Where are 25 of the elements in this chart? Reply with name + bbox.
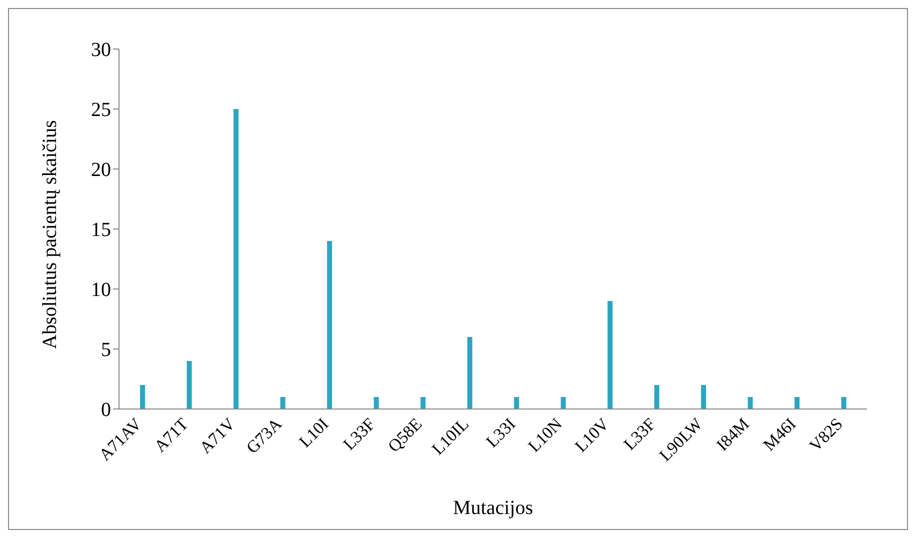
bar [280, 397, 286, 409]
y-tick-label: 5 [101, 339, 111, 362]
bar [327, 241, 332, 409]
bar [234, 109, 239, 409]
bar [841, 397, 846, 409]
bar [654, 385, 660, 409]
bar [374, 397, 379, 409]
bar [794, 397, 800, 409]
x-axis-title: Mutacijos [453, 497, 534, 519]
y-tick-label: 30 [91, 39, 111, 62]
bar [186, 361, 192, 409]
y-axis-title: Absoliutus pacientų skaičius [39, 120, 62, 349]
bar [420, 397, 426, 409]
bar [608, 301, 613, 409]
bar [560, 397, 566, 409]
bar [701, 385, 706, 409]
y-tick-label: 0 [101, 399, 111, 422]
y-tick-label: 25 [91, 99, 111, 122]
bar [748, 397, 753, 409]
bar [514, 397, 520, 409]
bar [467, 337, 472, 409]
y-tick-label: 10 [91, 279, 111, 302]
bar [140, 385, 146, 409]
y-tick-label: 15 [91, 219, 111, 242]
y-tick-label: 20 [91, 159, 111, 182]
